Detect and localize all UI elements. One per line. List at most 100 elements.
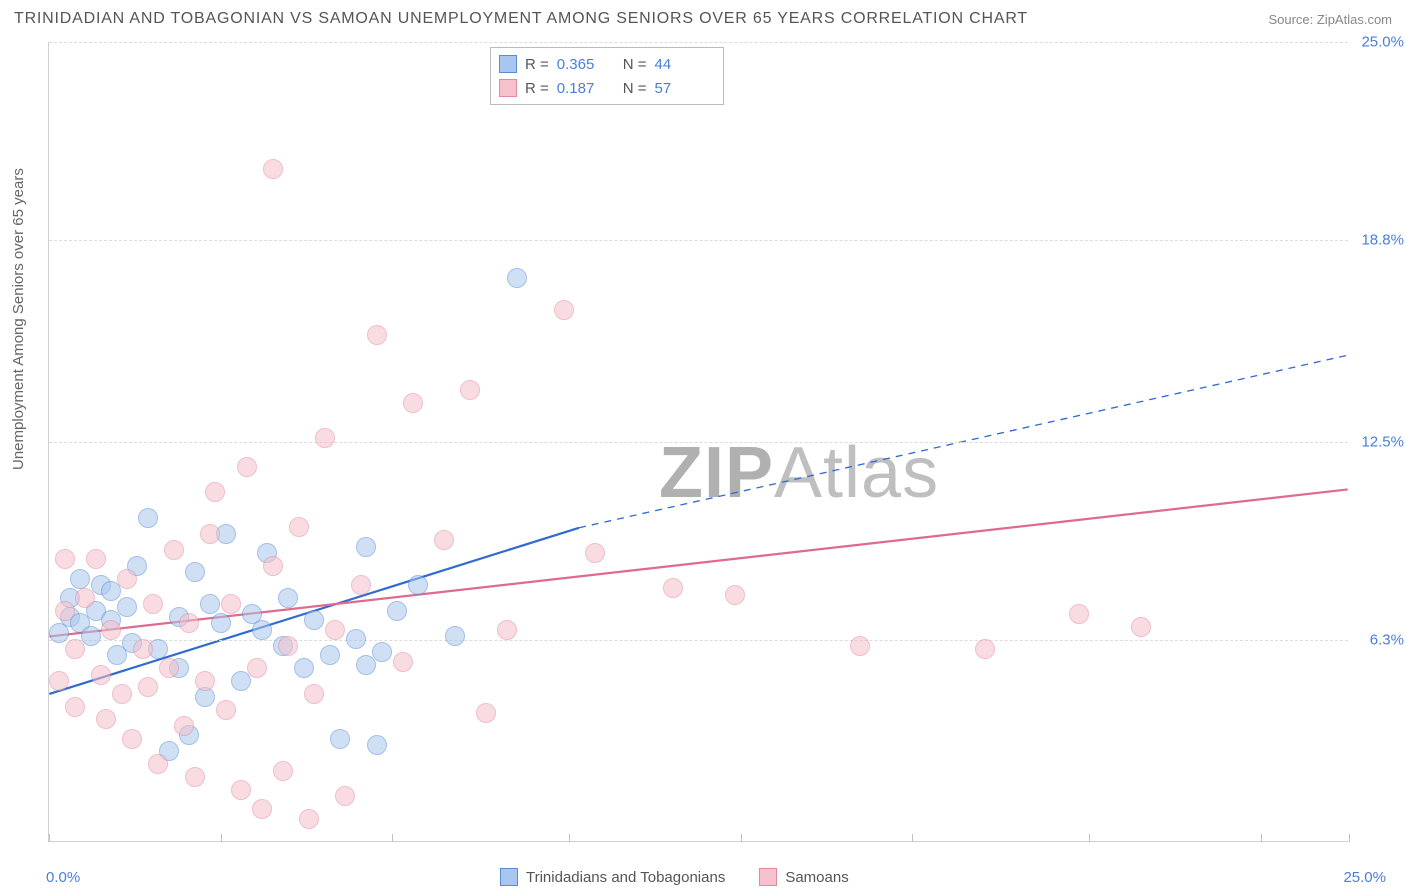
- gridline: [49, 640, 1348, 641]
- watermark: ZIPAtlas: [659, 432, 939, 514]
- correlation-legend: R = 0.365 N = 44 R = 0.187 N = 57: [490, 47, 724, 105]
- data-point: [138, 508, 158, 528]
- data-point: [179, 613, 199, 633]
- data-point: [445, 626, 465, 646]
- x-tick: [569, 834, 570, 842]
- data-point: [356, 537, 376, 557]
- data-point: [346, 629, 366, 649]
- data-point: [86, 549, 106, 569]
- data-point: [434, 530, 454, 550]
- data-point: [325, 620, 345, 640]
- data-point: [117, 597, 137, 617]
- data-point: [304, 684, 324, 704]
- data-point: [211, 613, 231, 633]
- data-point: [159, 658, 179, 678]
- swatch-samoans-icon: [759, 868, 777, 886]
- legend-row-trinidadians: R = 0.365 N = 44: [499, 52, 713, 76]
- data-point: [299, 809, 319, 829]
- data-point: [252, 799, 272, 819]
- data-point: [221, 594, 241, 614]
- plot-area: ZIPAtlas 6.3%12.5%18.8%25.0%: [48, 42, 1348, 842]
- data-point: [372, 642, 392, 662]
- data-point: [476, 703, 496, 723]
- data-point: [55, 601, 75, 621]
- data-point: [148, 754, 168, 774]
- data-point: [289, 517, 309, 537]
- data-point: [174, 716, 194, 736]
- swatch-trinidadians-icon: [500, 868, 518, 886]
- legend-row-samoans: R = 0.187 N = 57: [499, 76, 713, 100]
- x-axis-min-label: 0.0%: [46, 869, 80, 886]
- x-tick: [1089, 834, 1090, 842]
- data-point: [278, 588, 298, 608]
- data-point: [663, 578, 683, 598]
- data-point: [393, 652, 413, 672]
- gridline: [49, 240, 1348, 241]
- data-point: [315, 428, 335, 448]
- data-point: [205, 482, 225, 502]
- data-point: [367, 735, 387, 755]
- data-point: [263, 556, 283, 576]
- data-point: [460, 380, 480, 400]
- swatch-samoans-icon: [499, 79, 517, 97]
- x-tick: [912, 834, 913, 842]
- data-point: [403, 393, 423, 413]
- data-point: [117, 569, 137, 589]
- data-point: [216, 700, 236, 720]
- data-point: [1069, 604, 1089, 624]
- chart-title: TRINIDADIAN AND TOBAGONIAN VS SAMOAN UNE…: [14, 10, 1028, 28]
- series-legend: Trinidadians and Tobagonians Samoans: [500, 868, 849, 886]
- data-point: [231, 780, 251, 800]
- correlation-chart: TRINIDADIAN AND TOBAGONIAN VS SAMOAN UNE…: [0, 0, 1406, 892]
- x-tick: [392, 834, 393, 842]
- data-point: [320, 645, 340, 665]
- data-point: [1131, 617, 1151, 637]
- data-point: [304, 610, 324, 630]
- data-point: [185, 562, 205, 582]
- data-point: [335, 786, 355, 806]
- data-point: [49, 671, 69, 691]
- data-point: [91, 665, 111, 685]
- data-point: [273, 761, 293, 781]
- legend-item-trinidadians: Trinidadians and Tobagonians: [500, 868, 725, 886]
- data-point: [387, 601, 407, 621]
- x-axis-max-label: 25.0%: [1343, 869, 1386, 886]
- x-tick: [1261, 834, 1262, 842]
- data-point: [497, 620, 517, 640]
- data-point: [195, 671, 215, 691]
- legend-item-samoans: Samoans: [759, 868, 848, 886]
- data-point: [65, 639, 85, 659]
- x-tick: [221, 834, 222, 842]
- data-point: [351, 575, 371, 595]
- data-point: [278, 636, 298, 656]
- data-point: [975, 639, 995, 659]
- data-point: [507, 268, 527, 288]
- data-point: [133, 639, 153, 659]
- source-label: Source: ZipAtlas.com: [1268, 12, 1392, 27]
- data-point: [554, 300, 574, 320]
- swatch-trinidadians-icon: [499, 55, 517, 73]
- data-point: [55, 549, 75, 569]
- x-tick: [49, 834, 50, 842]
- data-point: [112, 684, 132, 704]
- data-point: [96, 709, 116, 729]
- y-tick-label: 25.0%: [1361, 34, 1404, 51]
- data-point: [185, 767, 205, 787]
- data-point: [143, 594, 163, 614]
- data-point: [294, 658, 314, 678]
- data-point: [725, 585, 745, 605]
- data-point: [138, 677, 158, 697]
- y-tick-label: 12.5%: [1361, 434, 1404, 451]
- data-point: [75, 588, 95, 608]
- data-point: [122, 729, 142, 749]
- data-point: [101, 620, 121, 640]
- data-point: [200, 594, 220, 614]
- x-tick: [741, 834, 742, 842]
- y-tick-label: 18.8%: [1361, 232, 1404, 249]
- data-point: [164, 540, 184, 560]
- data-point: [408, 575, 428, 595]
- data-point: [585, 543, 605, 563]
- gridline: [49, 42, 1348, 43]
- data-point: [70, 569, 90, 589]
- data-point: [252, 620, 272, 640]
